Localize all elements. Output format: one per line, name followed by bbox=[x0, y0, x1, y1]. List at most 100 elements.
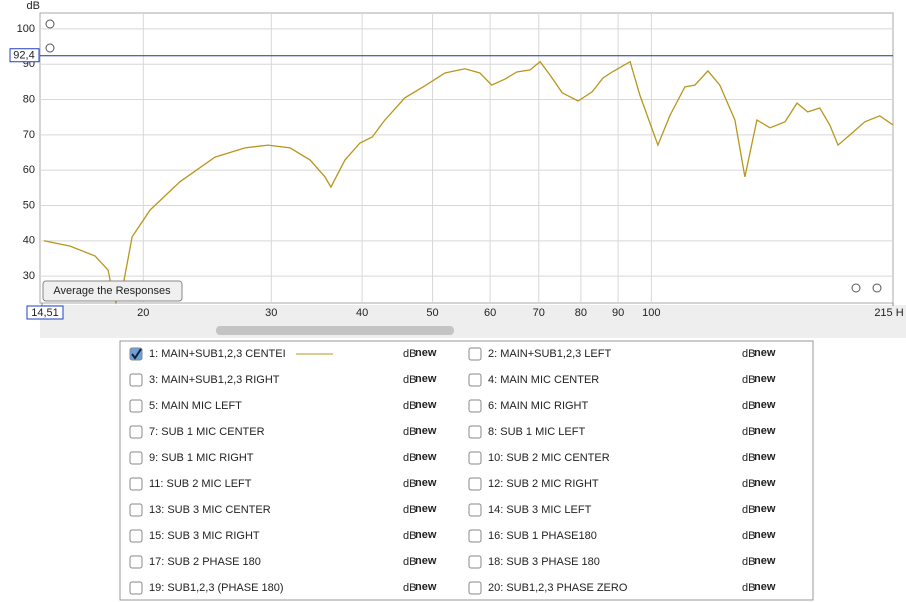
checkbox[interactable] bbox=[468, 451, 482, 465]
checkbox[interactable] bbox=[468, 399, 482, 413]
zoom-icons bbox=[45, 19, 882, 293]
db-icon[interactable]: dB bbox=[403, 582, 416, 594]
db-icon[interactable]: dB bbox=[742, 400, 755, 412]
measurement-label[interactable]: 9: SUB 1 MIC RIGHT bbox=[149, 452, 254, 464]
db-icon[interactable]: dB bbox=[403, 400, 416, 412]
measurement-label[interactable]: 11: SUB 2 MIC LEFT bbox=[149, 478, 252, 490]
db-icon[interactable]: dB bbox=[403, 374, 416, 386]
x-tick-label: 50 bbox=[426, 307, 438, 319]
plot-area bbox=[39, 12, 894, 304]
checkbox[interactable] bbox=[129, 503, 143, 517]
db-icon[interactable]: dB bbox=[742, 348, 755, 360]
measurement-label[interactable]: 13: SUB 3 MIC CENTER bbox=[149, 504, 271, 516]
new-icon[interactable]: new bbox=[415, 347, 437, 359]
db-icon[interactable]: dB bbox=[742, 556, 755, 568]
measurement-label[interactable]: 16: SUB 1 PHASE180 bbox=[488, 530, 597, 542]
checkbox[interactable] bbox=[129, 581, 143, 595]
db-icon[interactable]: dB bbox=[742, 530, 755, 542]
measurement-label[interactable]: 18: SUB 3 PHASE 180 bbox=[488, 556, 600, 568]
checkbox[interactable] bbox=[468, 503, 482, 517]
new-icon[interactable]: new bbox=[415, 503, 437, 515]
db-icon[interactable]: dB bbox=[742, 374, 755, 386]
zoom-out-x[interactable] bbox=[851, 283, 861, 293]
checkbox[interactable] bbox=[468, 529, 482, 543]
measurement-label[interactable]: 6: MAIN MIC RIGHT bbox=[488, 400, 589, 412]
new-icon[interactable]: new bbox=[754, 503, 776, 515]
checkbox[interactable] bbox=[129, 555, 143, 569]
measurement-label[interactable]: 7: SUB 1 MIC CENTER bbox=[149, 426, 265, 438]
db-icon[interactable]: dB bbox=[742, 452, 755, 464]
new-icon[interactable]: new bbox=[754, 347, 776, 359]
checkbox[interactable] bbox=[468, 425, 482, 439]
db-icon[interactable]: dB bbox=[403, 530, 416, 542]
checkbox[interactable] bbox=[129, 529, 143, 543]
measurement-label[interactable]: 20: SUB1,2,3 PHASE ZERO bbox=[488, 582, 628, 594]
new-icon[interactable]: new bbox=[415, 399, 437, 411]
checkbox[interactable] bbox=[129, 425, 143, 439]
measurement-label[interactable]: 14: SUB 3 MIC LEFT bbox=[488, 504, 592, 516]
x-tick-label: 90 bbox=[612, 307, 624, 319]
checkbox[interactable] bbox=[468, 373, 482, 387]
measurement-label[interactable]: 17: SUB 2 PHASE 180 bbox=[149, 556, 261, 568]
db-icon[interactable]: dB bbox=[403, 452, 416, 464]
checkbox[interactable] bbox=[468, 581, 482, 595]
new-icon[interactable]: new bbox=[415, 425, 437, 437]
measurement-label[interactable]: 10: SUB 2 MIC CENTER bbox=[488, 452, 610, 464]
new-icon[interactable]: new bbox=[415, 477, 437, 489]
db-icon[interactable]: dB bbox=[403, 478, 416, 490]
db-icon[interactable]: dB bbox=[742, 478, 755, 490]
y-tick-label: 50 bbox=[23, 199, 35, 211]
new-icon[interactable]: new bbox=[754, 425, 776, 437]
new-icon[interactable]: new bbox=[415, 451, 437, 463]
measurement-label[interactable]: 19: SUB1,2,3 (PHASE 180) bbox=[149, 582, 284, 594]
db-icon[interactable]: dB bbox=[742, 504, 755, 516]
db-icon[interactable]: dB bbox=[742, 426, 755, 438]
checkbox[interactable] bbox=[129, 451, 143, 465]
checkbox[interactable] bbox=[468, 347, 482, 361]
measurement-label[interactable]: 12: SUB 2 MIC RIGHT bbox=[488, 478, 599, 490]
new-icon[interactable]: new bbox=[415, 581, 437, 593]
measurement-label[interactable]: 5: MAIN MIC LEFT bbox=[149, 400, 242, 412]
db-icon[interactable]: dB bbox=[403, 556, 416, 568]
new-icon[interactable]: new bbox=[754, 451, 776, 463]
x-tick-label: 40 bbox=[356, 307, 368, 319]
db-icon[interactable]: dB bbox=[742, 582, 755, 594]
x-tick-label: 80 bbox=[575, 307, 587, 319]
zoom-in-x[interactable] bbox=[872, 283, 882, 293]
measurement-label[interactable]: 2: MAIN+SUB1,2,3 LEFT bbox=[488, 348, 611, 360]
measurement-label[interactable]: 15: SUB 3 MIC RIGHT bbox=[149, 530, 260, 542]
scroll-thumb[interactable] bbox=[216, 326, 454, 335]
checkbox[interactable] bbox=[129, 373, 143, 387]
checkbox[interactable] bbox=[468, 555, 482, 569]
measurement-label[interactable]: 1: MAIN+SUB1,2,3 CENTEI bbox=[149, 348, 286, 360]
db-icon[interactable]: dB bbox=[403, 504, 416, 516]
checkbox[interactable] bbox=[129, 477, 143, 491]
new-icon[interactable]: new bbox=[754, 399, 776, 411]
new-icon[interactable]: new bbox=[415, 373, 437, 385]
measurement-label[interactable]: 3: MAIN+SUB1,2,3 RIGHT bbox=[149, 374, 280, 386]
x-tick-label: 30 bbox=[265, 307, 277, 319]
measurement-label[interactable]: 4: MAIN MIC CENTER bbox=[488, 374, 599, 386]
zoom-in-y[interactable] bbox=[45, 19, 55, 29]
y-tick-label: 40 bbox=[23, 235, 35, 247]
new-icon[interactable]: new bbox=[754, 477, 776, 489]
db-icon[interactable]: dB bbox=[403, 426, 416, 438]
new-icon[interactable]: new bbox=[415, 555, 437, 567]
zoom-out-y[interactable] bbox=[45, 43, 55, 53]
db-icon[interactable]: dB bbox=[403, 348, 416, 360]
measurement-label[interactable]: 8: SUB 1 MIC LEFT bbox=[488, 426, 585, 438]
button[interactable] bbox=[42, 280, 183, 302]
new-icon[interactable]: new bbox=[415, 529, 437, 541]
new-icon[interactable]: new bbox=[754, 581, 776, 593]
button-label: Average the Responses bbox=[53, 285, 171, 297]
new-icon[interactable]: new bbox=[754, 555, 776, 567]
checkbox[interactable] bbox=[129, 399, 143, 413]
new-icon[interactable]: new bbox=[754, 373, 776, 385]
checkbox[interactable] bbox=[468, 477, 482, 491]
new-icon[interactable]: new bbox=[754, 529, 776, 541]
